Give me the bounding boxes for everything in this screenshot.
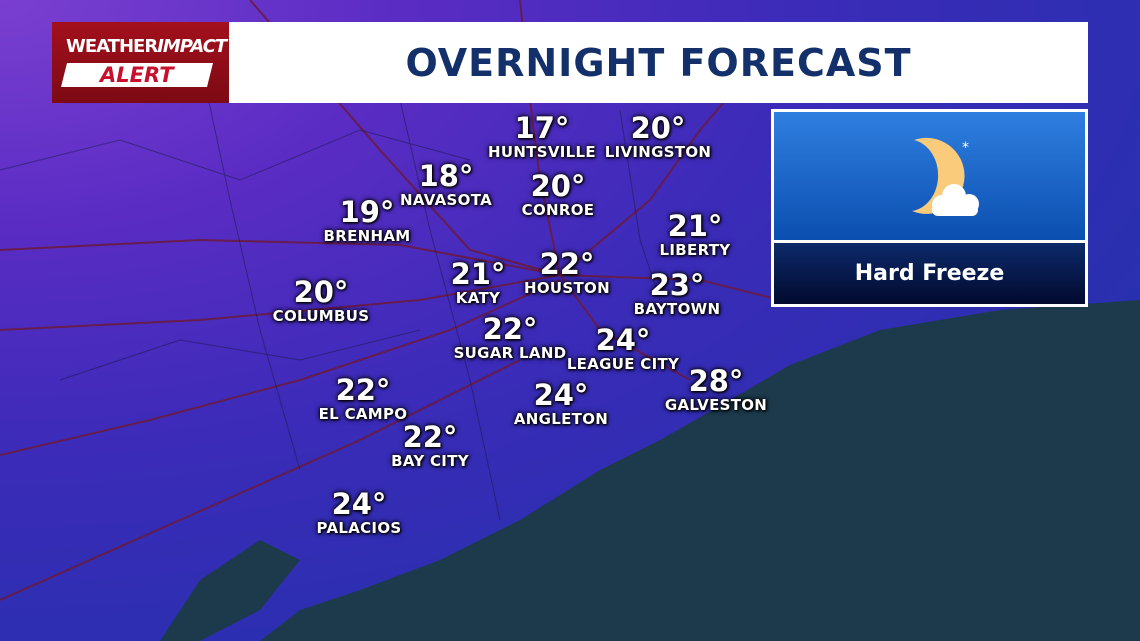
city-temperature: 24° (331, 487, 387, 521)
city-league-city: 24° LEAGUE CITY (567, 325, 679, 373)
city-galveston: 28° GALVESTON (665, 366, 767, 414)
city-name: LIBERTY (659, 241, 731, 259)
city-columbus: 20° COLUMBUS (273, 277, 370, 325)
page-title: OVERNIGHT FORECAST (229, 22, 1088, 103)
city-name: LEAGUE CITY (566, 355, 680, 373)
city-houston: 22° HOUSTON (524, 249, 610, 297)
city-temperature: 19° (339, 195, 395, 229)
city-temperature: 24° (595, 323, 651, 357)
city-angleton: 24° ANGLETON (514, 380, 608, 428)
city-temperature: 22° (335, 373, 391, 407)
city-huntsville: 17° HUNTSVILLE (488, 113, 596, 161)
city-name: CONROE (521, 201, 595, 219)
city-el-campo: 22° EL CAMPO (319, 375, 408, 423)
city-name: EL CAMPO (318, 405, 408, 423)
city-temperature: 17° (514, 111, 570, 145)
city-temperature: 18° (418, 159, 474, 193)
weather-impact-alert-logo: WEATHERIMPACT ALERT (52, 22, 229, 103)
matagorda-bay (160, 540, 300, 641)
header-banner: WEATHERIMPACT ALERT OVERNIGHT FORECAST (52, 22, 1088, 103)
logo-alert: ALERT (100, 63, 174, 87)
city-name: PALACIOS (316, 519, 402, 537)
logo-weather: WEATHER (66, 36, 158, 57)
county-lines (0, 59, 661, 521)
svg-text:*: * (962, 140, 969, 156)
city-temperature: 22° (402, 420, 458, 454)
city-navasota: 18° NAVASOTA (400, 161, 492, 209)
city-baytown: 23° BAYTOWN (634, 270, 721, 318)
gulf-of-mexico (260, 300, 1140, 641)
city-name: KATY (455, 289, 501, 307)
city-name: COLUMBUS (272, 307, 370, 325)
city-sugar-land: 22° SUGAR LAND (454, 314, 567, 362)
city-temperature: 20° (630, 111, 686, 145)
city-temperature: 28° (688, 364, 744, 398)
city-name: ANGLETON (513, 410, 609, 428)
moon-cloud-snow-icon: * (912, 137, 979, 216)
city-bay-city: 22° BAY CITY (391, 422, 469, 470)
city-name: BAY CITY (391, 452, 469, 470)
city-name: BRENHAM (323, 227, 411, 245)
city-brenham: 19° BRENHAM (324, 197, 411, 245)
city-name: HOUSTON (524, 279, 610, 297)
city-temperature: 21° (450, 257, 506, 291)
city-livingston: 20° LIVINGSTON (605, 113, 712, 161)
condition-label: Hard Freeze (774, 243, 1085, 304)
city-temperature: 24° (533, 378, 589, 412)
city-name: LIVINGSTON (604, 143, 712, 161)
city-temperature: 20° (530, 169, 586, 203)
city-name: NAVASOTA (400, 191, 492, 209)
city-name: SUGAR LAND (453, 344, 567, 362)
condition-panel: * Hard Freeze (771, 109, 1088, 307)
city-temperature: 22° (482, 312, 538, 346)
city-palacios: 24° PALACIOS (317, 489, 402, 537)
city-name: HUNTSVILLE (488, 143, 596, 161)
logo-impact: IMPACT (157, 36, 227, 57)
city-name: BAYTOWN (633, 300, 721, 318)
city-temperature: 23° (649, 268, 705, 302)
city-temperature: 21° (667, 209, 723, 243)
city-conroe: 20° CONROE (522, 171, 595, 219)
city-name: GALVESTON (664, 396, 768, 414)
city-temperature: 20° (293, 275, 349, 309)
city-temperature: 22° (539, 247, 595, 281)
highways (0, 0, 781, 601)
city-liberty: 21° LIBERTY (660, 211, 731, 259)
city-katy: 21° KATY (451, 259, 506, 307)
